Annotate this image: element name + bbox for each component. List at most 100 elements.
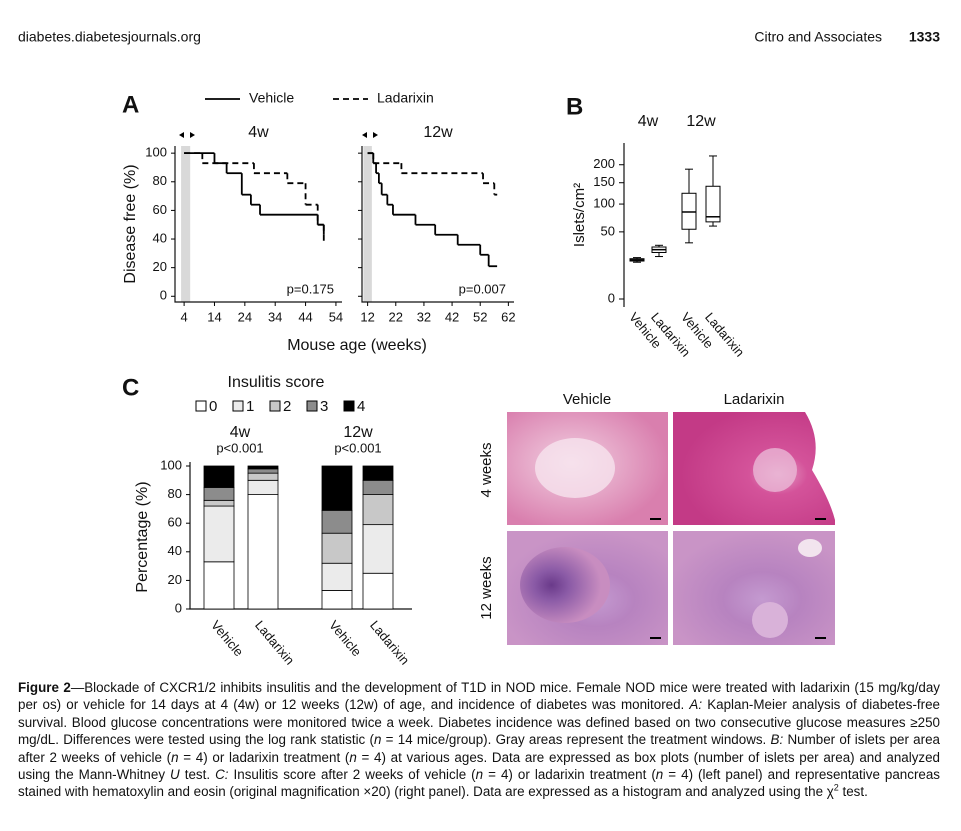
bar-segment — [321, 590, 353, 610]
bar-segment — [203, 505, 235, 563]
bar-segment — [362, 524, 394, 574]
legend-label: Vehicle — [249, 90, 294, 106]
caption-run: B: — [770, 732, 784, 748]
x-tick-label: 62 — [501, 309, 515, 324]
y-tick-label: 0 — [175, 600, 182, 615]
bar-segment — [362, 465, 394, 481]
legend-label: 4 — [357, 398, 365, 415]
caption-run: = 4) at various ages. Data are expressed… — [18, 749, 940, 783]
panel-label: C — [122, 374, 139, 401]
vessel — [798, 539, 822, 557]
micrograph-row: 4 weeks — [478, 442, 495, 497]
bar-segment — [362, 479, 394, 495]
caption-run: A: — [689, 697, 703, 713]
x-tick-label: 52 — [473, 309, 487, 324]
micrograph-column: Ladarixin — [724, 391, 785, 408]
legend-label: 0 — [209, 398, 217, 415]
bar-segment — [321, 532, 353, 564]
infiltrate — [520, 547, 610, 623]
p-value: p=0.007 — [459, 281, 506, 296]
box — [705, 185, 721, 223]
x-tick-label: 4 — [180, 309, 187, 324]
x-tick-label: 14 — [207, 309, 221, 324]
bar-segment — [321, 509, 353, 534]
legend-label: Ladarixin — [377, 90, 434, 106]
islet — [752, 602, 788, 638]
axis — [174, 146, 342, 303]
y-tick-label: 20 — [153, 259, 167, 274]
caption-run: 2 — [833, 782, 839, 793]
y-tick-label: 80 — [168, 486, 182, 501]
group-title: 4w — [230, 424, 251, 441]
caption-run: n — [349, 749, 357, 765]
legend-swatch — [306, 400, 318, 412]
caption-run: Figure 2 — [18, 680, 71, 695]
x-tick-label: 22 — [389, 309, 403, 324]
axis — [361, 146, 514, 303]
caption-run: = 4) (left panel) and representative pan… — [18, 767, 941, 800]
legend-label: 3 — [320, 398, 328, 415]
y-tick-label: 40 — [153, 230, 167, 245]
islet — [753, 448, 797, 492]
micrographs — [507, 412, 835, 645]
bar-segment — [203, 487, 235, 501]
treatment-window — [363, 146, 372, 302]
tissue-edge — [805, 412, 835, 520]
authors: Citro and Associates — [754, 29, 882, 45]
legend-swatch — [232, 400, 244, 412]
bar-segment — [247, 465, 279, 470]
caption-run: n — [171, 749, 179, 765]
p-value: p<0.001 — [334, 440, 381, 455]
caption-run: test. — [179, 767, 216, 783]
caption-run: = 4) or ladarixin treatment ( — [483, 767, 656, 783]
arrow — [373, 132, 378, 138]
caption-run: n — [475, 767, 484, 783]
x-tick-label: Ladarixin — [252, 617, 297, 667]
bar-segment — [321, 465, 353, 511]
p-value: p=0.175 — [287, 281, 334, 296]
bar-segment — [203, 499, 235, 507]
bar-segment — [203, 561, 235, 610]
y-tick-label: 100 — [160, 457, 182, 472]
caption-run: n — [373, 732, 382, 748]
caption: Figure 2—Blockade of CXCR1/2 inhibits in… — [18, 679, 940, 801]
caption-run: —Blockade of CXCR1/2 inhibits insulitis … — [18, 680, 940, 713]
x-tick-label: 54 — [329, 309, 343, 324]
micrograph-column: Vehicle — [563, 391, 611, 408]
y-tick-label: 80 — [153, 173, 167, 188]
islet — [535, 438, 615, 498]
x-tick-label: 34 — [268, 309, 282, 324]
caption-run: C: — [215, 767, 229, 783]
caption-run: Insulitis score after 2 weeks of vehicle… — [228, 767, 476, 783]
legend-label: 2 — [283, 398, 291, 415]
caption-run: U — [170, 767, 180, 783]
bar-segment — [247, 468, 279, 474]
panel-label: A — [122, 91, 139, 118]
y-tick-label: 100 — [145, 145, 167, 160]
x-tick-label: 12 — [360, 309, 374, 324]
caption-run: = 4) or ladarixin treatment ( — [178, 749, 350, 765]
journal: diabetes.diabetesjournals.org — [18, 29, 201, 45]
y-axis-label: Islets/cm² — [571, 183, 588, 247]
legend-swatch — [343, 400, 355, 412]
x-tick-label: 24 — [238, 309, 252, 324]
caption-run: = 14 mice/group). Gray areas represent t… — [381, 732, 771, 748]
group-title: 12w — [343, 424, 373, 441]
bar-segment — [247, 472, 279, 481]
x-tick-label: 42 — [445, 309, 459, 324]
y-axis-label: Disease free (%) — [122, 164, 139, 283]
panel-label: B — [566, 93, 583, 120]
caption-run: n — [655, 767, 664, 783]
y-axis-label: Percentage (%) — [134, 481, 151, 592]
legend-label: 1 — [246, 398, 254, 415]
y-tick-label: 20 — [168, 572, 182, 587]
y-tick-label: 60 — [153, 202, 167, 217]
x-tick-label: Vehicle — [208, 617, 246, 659]
x-tick-label: 32 — [417, 309, 431, 324]
bar-segment — [362, 572, 394, 610]
y-tick-label: 50 — [601, 223, 615, 238]
y-tick-label: 200 — [593, 156, 615, 171]
group-title: 4w — [638, 113, 659, 130]
caption-run: Number of islets per area after 2 weeks … — [18, 732, 940, 765]
